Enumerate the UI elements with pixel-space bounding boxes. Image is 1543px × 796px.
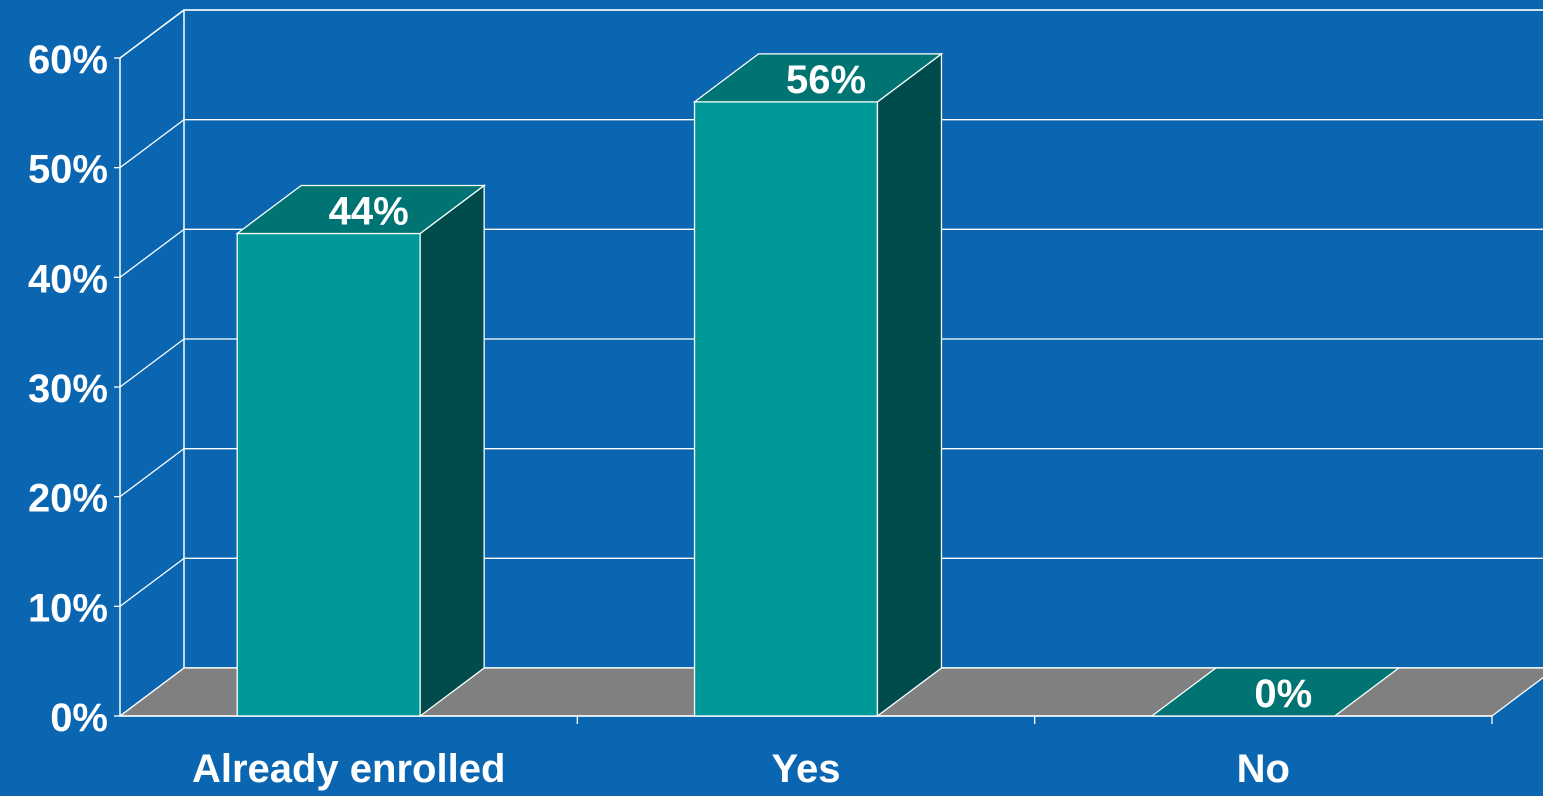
gridline-side — [119, 338, 185, 388]
y-tick-label: 0% — [50, 696, 108, 740]
bar-already-enrolled — [235, 184, 487, 718]
gridline-side — [119, 9, 185, 59]
x-tick-label: No — [1237, 747, 1290, 791]
bar-top — [692, 53, 944, 103]
gridline-side — [119, 119, 185, 169]
y-tick-label: 60% — [28, 38, 108, 82]
y-tick-label: 20% — [28, 477, 108, 521]
y-tick-label: 50% — [28, 148, 108, 192]
bar-front — [693, 101, 879, 717]
labels-layer: 0% 10% 20% 30% 40% 50% 60% 44% Already enrolled 5… — [28, 38, 1312, 791]
bar-top — [235, 184, 487, 235]
bars-layer — [235, 52, 1401, 718]
bar-front — [236, 232, 421, 717]
x-tick-label: Yes — [772, 747, 841, 791]
data-label: 56% — [786, 58, 866, 102]
bar-no — [1149, 667, 1401, 717]
y-tick-label: 10% — [28, 586, 108, 630]
data-label: 44% — [329, 189, 409, 233]
gridline-side — [119, 228, 185, 278]
data-label: 0% — [1254, 672, 1312, 716]
y-tick-label: 40% — [28, 257, 108, 301]
bar-yes — [692, 52, 944, 718]
gridline-side — [119, 557, 185, 607]
gridline-side — [119, 448, 185, 498]
bar-top — [1149, 667, 1401, 717]
x-tick-label: Already enrolled — [192, 747, 505, 791]
bar-side — [419, 184, 485, 718]
y-tick-label: 30% — [28, 367, 108, 411]
bar-side — [876, 52, 943, 718]
